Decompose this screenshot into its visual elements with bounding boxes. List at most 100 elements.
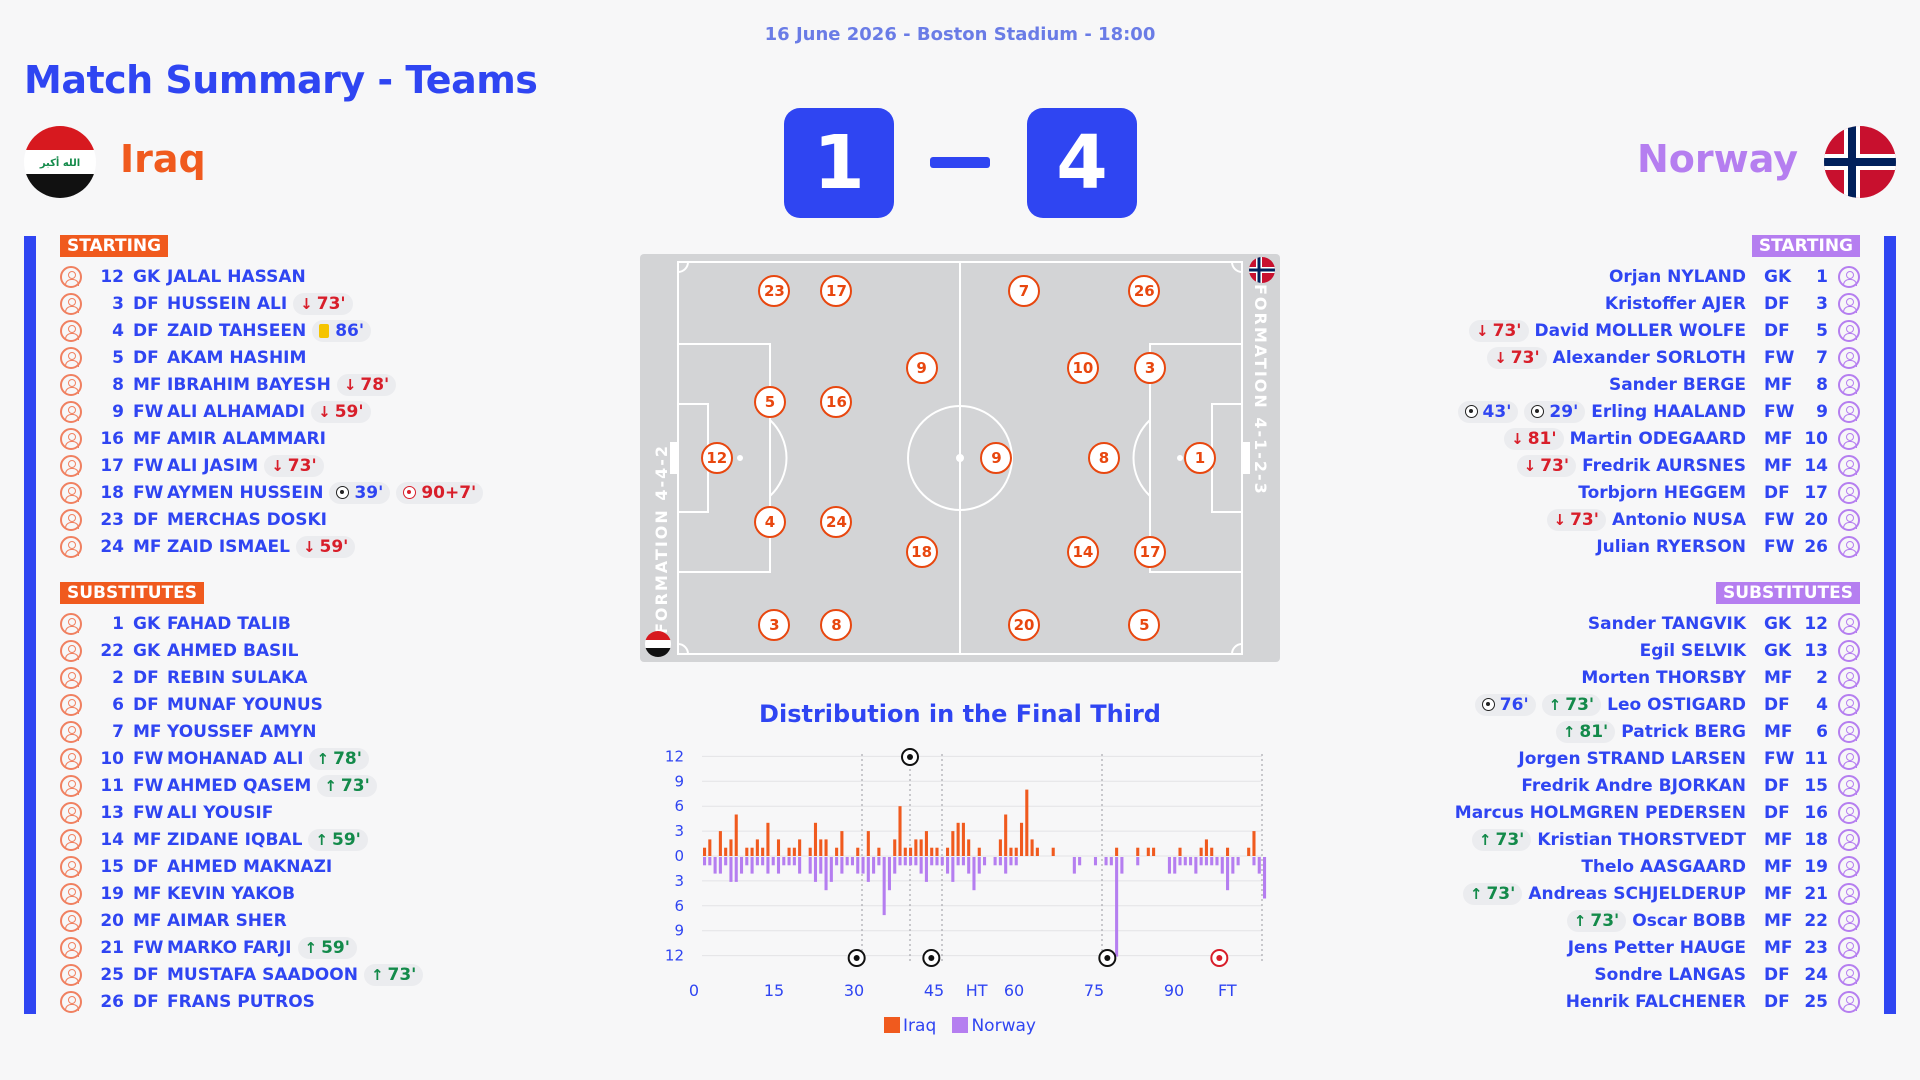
player-row[interactable]: Egil SELVIK GK 13 <box>1300 637 1860 664</box>
off-event-badge: ↓ 73' <box>1546 508 1606 531</box>
iraq-bar <box>766 822 770 856</box>
player-row[interactable]: 8 MF IBRAHIM BAYESH ↓ 78' <box>60 371 620 398</box>
player-avatar-icon <box>1838 292 1860 315</box>
player-row[interactable]: 20 MF AIMAR SHER <box>60 907 620 934</box>
player-avatar-icon <box>60 828 82 851</box>
player-row[interactable]: 11 FW AHMED QASEM ↑ 73' <box>60 772 620 799</box>
away-player-marker[interactable]: 10 <box>1066 352 1099 385</box>
player-row[interactable]: 12 GK JALAL HASSAN <box>60 263 620 290</box>
player-name: HUSSEIN ALI <box>167 293 288 314</box>
player-avatar-icon <box>1838 373 1860 396</box>
home-player-marker[interactable]: 23 <box>758 274 791 307</box>
player-number: 23 <box>1804 937 1828 958</box>
player-row[interactable]: Thelo AASGAARD MF 19 <box>1300 853 1860 880</box>
player-row[interactable]: 1 GK FAHAD TALIB <box>60 610 620 637</box>
player-row[interactable]: ↓ 73' Fredrik AURSNES MF 14 <box>1300 452 1860 479</box>
home-player-marker[interactable]: 16 <box>820 386 853 419</box>
player-row[interactable]: 24 MF ZAID ISMAEL ↓ 59' <box>60 533 620 560</box>
player-row[interactable]: ↓ 73' David MOLLER WOLFE DF 5 <box>1300 317 1860 344</box>
player-row[interactable]: ↑ 73' Kristian THORSTVEDT MF 18 <box>1300 826 1860 853</box>
player-row[interactable]: Henrik FALCHENER DF 25 <box>1300 988 1860 1015</box>
event-minute: 43' <box>1482 401 1512 422</box>
home-player-marker[interactable]: 24 <box>820 506 853 539</box>
player-row[interactable]: 6 DF MUNAF YOUNUS <box>60 691 620 718</box>
home-player-marker[interactable]: 9 <box>905 352 938 385</box>
player-row[interactable]: ↓ 73' Antonio NUSA FW 20 <box>1300 506 1860 533</box>
away-player-marker[interactable]: 9 <box>980 442 1013 474</box>
match-date-line: 16 June 2026 - Boston Stadium - 18:00 <box>764 24 1156 45</box>
player-row[interactable]: Orjan NYLAND GK 1 <box>1300 263 1860 290</box>
player-row[interactable]: Morten THORSBY MF 2 <box>1300 664 1860 691</box>
home-player-marker[interactable]: 3 <box>758 609 791 642</box>
home-player-marker[interactable]: 8 <box>820 609 853 642</box>
player-avatar-icon <box>60 936 82 959</box>
player-row[interactable]: 15 DF AHMED MAKNAZI <box>60 853 620 880</box>
away-player-marker[interactable]: 1 <box>1184 442 1216 474</box>
player-row[interactable]: ↓ 73' Alexander SORLOTH FW 7 <box>1300 344 1860 371</box>
player-row[interactable]: ↑ 81' Patrick BERG MF 6 <box>1300 718 1860 745</box>
player-row[interactable]: 25 DF MUSTAFA SAADOON ↑ 73' <box>60 961 620 988</box>
away-player-marker[interactable]: 7 <box>1008 274 1040 307</box>
player-row[interactable]: Sondre LANGAS DF 24 <box>1300 961 1860 988</box>
player-row[interactable]: 16 MF AMIR ALAMMARI <box>60 425 620 452</box>
player-number: 17 <box>100 455 124 476</box>
home-player-marker[interactable]: 5 <box>753 386 786 419</box>
away-player-marker[interactable]: 20 <box>1008 609 1040 642</box>
player-row[interactable]: ↑ 73' Andreas SCHJELDERUP MF 21 <box>1300 880 1860 907</box>
player-row[interactable]: Julian RYERSON FW 26 <box>1300 533 1860 560</box>
player-position: MF <box>133 910 162 931</box>
player-name: Martin ODEGAARD <box>1569 428 1746 449</box>
player-row[interactable]: 21 FW MARKO FARJI ↑ 59' <box>60 934 620 961</box>
player-number: 20 <box>1804 509 1828 530</box>
norway-bar <box>808 857 812 874</box>
player-avatar-icon <box>1838 990 1860 1013</box>
player-row[interactable]: Torbjorn HEGGEM DF 17 <box>1300 479 1860 506</box>
home-player-marker[interactable]: 17 <box>820 274 853 307</box>
away-player-marker[interactable]: 8 <box>1088 442 1120 474</box>
norway-bar <box>1178 857 1182 866</box>
player-row[interactable]: 3 DF HUSSEIN ALI ↓ 73' <box>60 290 620 317</box>
player-row[interactable]: Jorgen STRAND LARSEN FW 11 <box>1300 745 1860 772</box>
norway-bar <box>1183 857 1187 866</box>
player-row[interactable]: 14 MF ZIDANE IQBAL ↑ 59' <box>60 826 620 853</box>
away-player-marker[interactable]: 17 <box>1134 535 1167 568</box>
away-player-marker[interactable]: 14 <box>1066 535 1099 568</box>
player-row[interactable]: 18 FW AYMEN HUSSEIN 39' 90+7' <box>60 479 620 506</box>
player-row[interactable]: 76' ↑ 73' Leo OSTIGARD DF 4 <box>1300 691 1860 718</box>
player-row[interactable]: 17 FW ALI JASIM ↓ 73' <box>60 452 620 479</box>
player-row[interactable]: 19 MF KEVIN YAKOB <box>60 880 620 907</box>
player-row[interactable]: 10 FW MOHANAD ALI ↑ 78' <box>60 745 620 772</box>
home-player-marker[interactable]: 12 <box>700 442 733 474</box>
iraq-bar <box>1199 847 1203 856</box>
player-row[interactable]: 4 DF ZAID TAHSEEN 86' <box>60 317 620 344</box>
norway-mini-flag-icon <box>1249 257 1275 283</box>
player-row[interactable]: 43' 29' Erling HAALAND FW 9 <box>1300 398 1860 425</box>
player-row[interactable]: 22 GK AHMED BASIL <box>60 637 620 664</box>
player-row[interactable]: 13 FW ALI YOUSIF <box>60 799 620 826</box>
player-row[interactable]: Sander BERGE MF 8 <box>1300 371 1860 398</box>
player-row[interactable]: Kristoffer AJER DF 3 <box>1300 290 1860 317</box>
away-player-marker[interactable]: 5 <box>1128 609 1161 642</box>
player-row[interactable]: Fredrik Andre BJORKAN DF 15 <box>1300 772 1860 799</box>
player-row[interactable]: Jens Petter HAUGE MF 23 <box>1300 934 1860 961</box>
away-player-marker[interactable]: 3 <box>1134 352 1167 385</box>
sub-off-arrow-icon: ↓ <box>300 294 313 313</box>
player-position: GK <box>1764 266 1792 287</box>
home-player-marker[interactable]: 4 <box>753 506 786 539</box>
player-name: Fredrik AURSNES <box>1582 455 1746 476</box>
player-row[interactable]: ↓ 81' Martin ODEGAARD MF 10 <box>1300 425 1860 452</box>
event-minute: 90+7' <box>421 482 477 503</box>
player-row[interactable]: 2 DF REBIN SULAKA <box>60 664 620 691</box>
player-avatar-icon <box>1838 481 1860 504</box>
player-row[interactable]: Sander TANGVIK GK 12 <box>1300 610 1860 637</box>
player-row[interactable]: ↑ 73' Oscar BOBB MF 22 <box>1300 907 1860 934</box>
player-row[interactable]: 26 DF FRANS PUTROS <box>60 988 620 1015</box>
player-row[interactable]: Marcus HOLMGREN PEDERSEN DF 16 <box>1300 799 1860 826</box>
away-player-marker[interactable]: 26 <box>1128 274 1161 307</box>
player-row[interactable]: 5 DF AKAM HASHIM <box>60 344 620 371</box>
home-player-marker[interactable]: 18 <box>905 535 938 568</box>
player-row[interactable]: 9 FW ALI ALHAMADI ↓ 59' <box>60 398 620 425</box>
player-row[interactable]: 7 MF YOUSSEF AMYN <box>60 718 620 745</box>
player-row[interactable]: 23 DF MERCHAS DOSKI <box>60 506 620 533</box>
player-name: David MOLLER WOLFE <box>1534 320 1747 341</box>
